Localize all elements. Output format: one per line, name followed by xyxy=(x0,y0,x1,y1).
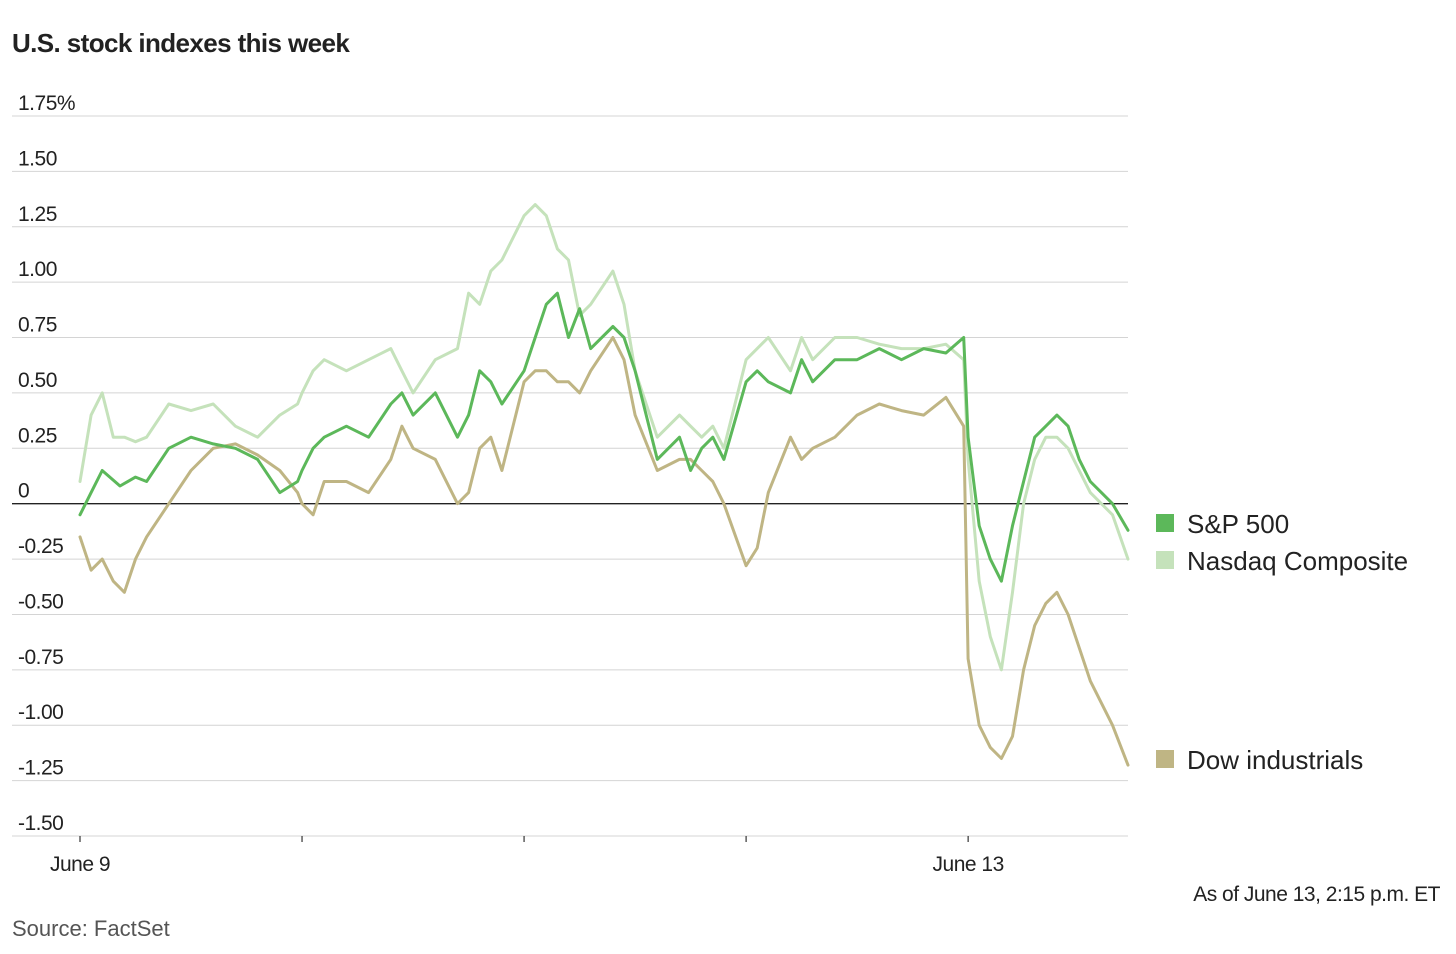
y-tick-label: 0.25 xyxy=(18,424,57,447)
gridlines xyxy=(12,115,1128,837)
x-tick-label: June 13 xyxy=(933,853,1004,876)
y-tick-label: -0.25 xyxy=(18,535,63,558)
y-tick-label: 0 xyxy=(18,480,29,503)
legend-swatch xyxy=(1156,551,1174,569)
series-line-s-p-500 xyxy=(78,291,1130,583)
legend-label: S&P 500 xyxy=(1187,509,1289,539)
as-of-note: As of June 13, 2:15 p.m. ET xyxy=(1193,883,1440,906)
y-tick-label: 0.50 xyxy=(18,369,57,392)
legend-swatch xyxy=(1156,514,1174,532)
legend-label: Dow industrials xyxy=(1187,745,1363,775)
y-tick-label: 1.25 xyxy=(18,203,57,226)
series-lines xyxy=(78,203,1130,767)
y-tick-label: 1.50 xyxy=(18,147,57,170)
x-axis: June 9 June 13 xyxy=(50,836,1004,876)
chart-title: U.S. stock indexes this week xyxy=(12,28,350,58)
y-tick-label: -1.25 xyxy=(18,757,63,780)
y-tick-label: -0.75 xyxy=(18,646,63,669)
y-tick-label: -0.50 xyxy=(18,590,63,613)
y-tick-label: -1.50 xyxy=(18,812,63,835)
legend-swatch xyxy=(1156,750,1174,768)
x-tick-label: June 9 xyxy=(50,853,110,876)
y-tick-label: 0.75 xyxy=(18,314,57,337)
y-axis-tick-labels: 1.75% 1.50 1.25 1.00 0.75 0.50 0.25 0 -0.25 -0.50… xyxy=(18,92,76,835)
legend-label: Nasdaq Composite xyxy=(1187,546,1408,576)
y-tick-label: 1.75% xyxy=(18,92,75,115)
y-tick-label: 1.00 xyxy=(18,258,57,281)
y-tick-label: -1.00 xyxy=(18,701,63,724)
source-note: Source: FactSet xyxy=(12,916,170,941)
legend: S&P 500 Nasdaq Composite Dow industrials xyxy=(1156,509,1408,775)
series-line-nasdaq-composite xyxy=(78,203,1130,672)
series-line-dow-industrials xyxy=(78,336,1130,767)
